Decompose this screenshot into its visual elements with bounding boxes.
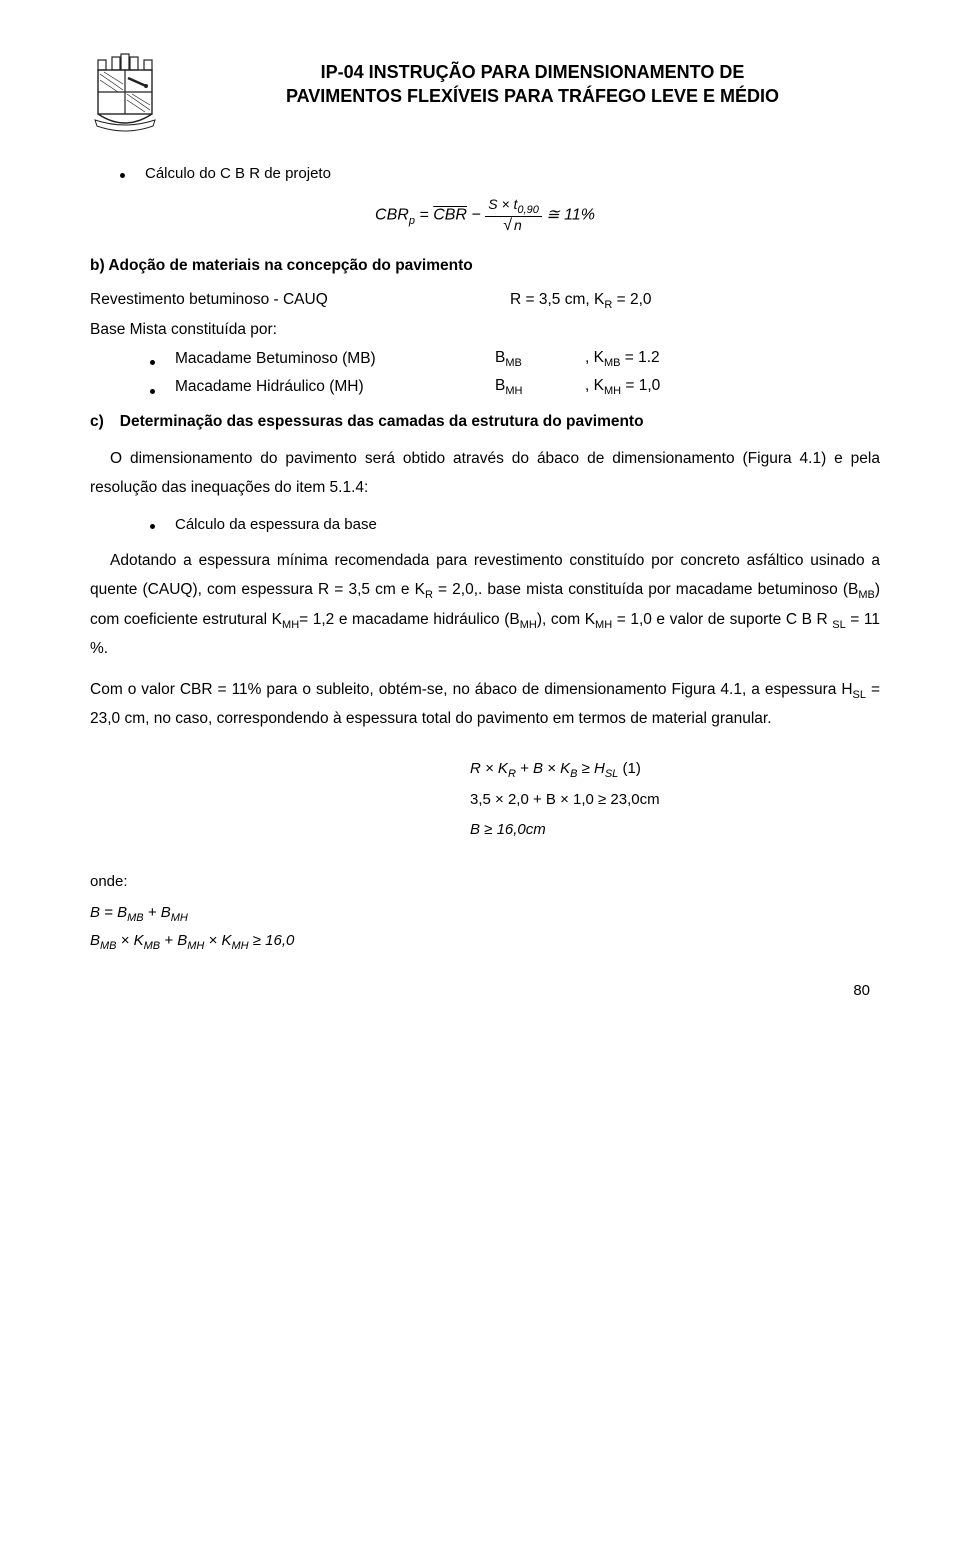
- mat2-name: Macadame Hidráulico (MH): [175, 378, 495, 396]
- f-sub-p: p: [409, 215, 415, 227]
- header-title: IP-04 INSTRUÇÃO PARA DIMENSIONAMENTO DE …: [185, 50, 880, 109]
- base-line: Base Mista constituída por:: [90, 321, 880, 339]
- formula-cbr: CBRp = CBR − S × t0,90 n ≅ 11%: [90, 196, 880, 235]
- f-cbr: CBR: [375, 207, 409, 224]
- eq-line-1: R × KR + B × KB ≥ HSL (1): [470, 754, 880, 785]
- bullet-text: Cálculo do C B R de projeto: [145, 165, 331, 182]
- page-header: IP-04 INSTRUÇÃO PARA DIMENSIONAMENTO DE …: [90, 50, 880, 135]
- coat-of-arms-icon: [90, 50, 160, 135]
- bullet-icon: [150, 524, 155, 529]
- f-approx: ≅ 11%: [546, 207, 595, 224]
- section-c: c) Determinação das espessuras das camad…: [90, 413, 880, 431]
- section-c-text: Determinação das espessuras das camadas …: [120, 413, 644, 431]
- mat1-b: BMB: [495, 349, 585, 369]
- para-com-valor: Com o valor CBR = 11% para o subleito, o…: [90, 676, 880, 734]
- eq-line-3: B ≥ 16,0cm: [470, 815, 880, 845]
- f-num: S × t: [488, 196, 517, 212]
- section-c-label: c): [90, 413, 104, 431]
- eq-line-2: 3,5 × 2,0 + B × 1,0 ≥ 23,0cm: [470, 785, 880, 815]
- para-adotando: Adotando a espessura mínima recomendada …: [90, 547, 880, 663]
- eq-bk-sum: BMB × KMB + BMH × KMH ≥ 16,0: [90, 932, 880, 952]
- bullet-calc-base: Cálculo da espessura da base: [150, 516, 880, 533]
- eq-b-sum: B = BMB + BMH: [90, 904, 880, 924]
- f-cbr2: CBR: [433, 207, 467, 224]
- mat2-b: BMH: [495, 377, 585, 397]
- f-eq: =: [419, 207, 433, 224]
- material-row-mb: Macadame Betuminoso (MB) BMB , KMB = 1.2: [150, 349, 880, 369]
- mat1-k: , KMB = 1.2: [585, 349, 880, 369]
- bullet-icon: [150, 360, 155, 365]
- page-number: 80: [90, 982, 880, 999]
- bullet-calc-cbr: Cálculo do C B R de projeto: [120, 165, 880, 182]
- equation-block: R × KR + B × KB ≥ HSL (1) 3,5 × 2,0 + B …: [470, 754, 880, 845]
- material-row-mh: Macadame Hidráulico (MH) BMH , KMH = 1,0: [150, 377, 880, 397]
- document-page: IP-04 INSTRUÇÃO PARA DIMENSIONAMENTO DE …: [0, 0, 960, 1049]
- header-line2: PAVIMENTOS FLEXÍVEIS PARA TRÁFEGO LEVE E…: [286, 86, 779, 106]
- f-num-sub: 0,90: [517, 204, 538, 216]
- mat2-k: , KMH = 1,0: [585, 377, 880, 397]
- bullet-text: Cálculo da espessura da base: [175, 516, 377, 533]
- bullet-icon: [150, 389, 155, 394]
- header-line1: IP-04 INSTRUÇÃO PARA DIMENSIONAMENTO DE: [321, 62, 745, 82]
- para-dimensionamento: O dimensionamento do pavimento será obti…: [90, 445, 880, 502]
- f-den: n: [512, 216, 524, 233]
- section-b: b) Adoção de materiais na concepção do p…: [90, 257, 880, 275]
- bullet-icon: [120, 173, 125, 178]
- rev-label: Revestimento betuminoso - CAUQ: [90, 291, 510, 311]
- onde-label: onde:: [90, 873, 880, 890]
- f-minus: −: [471, 207, 485, 224]
- sqrt-icon: n: [503, 217, 524, 235]
- rev-value: R = 3,5 cm, KR = 2,0: [510, 291, 652, 311]
- rev-line: Revestimento betuminoso - CAUQ R = 3,5 c…: [90, 291, 880, 311]
- mat1-name: Macadame Betuminoso (MB): [175, 350, 495, 368]
- fraction: S × t0,90 n: [485, 196, 542, 235]
